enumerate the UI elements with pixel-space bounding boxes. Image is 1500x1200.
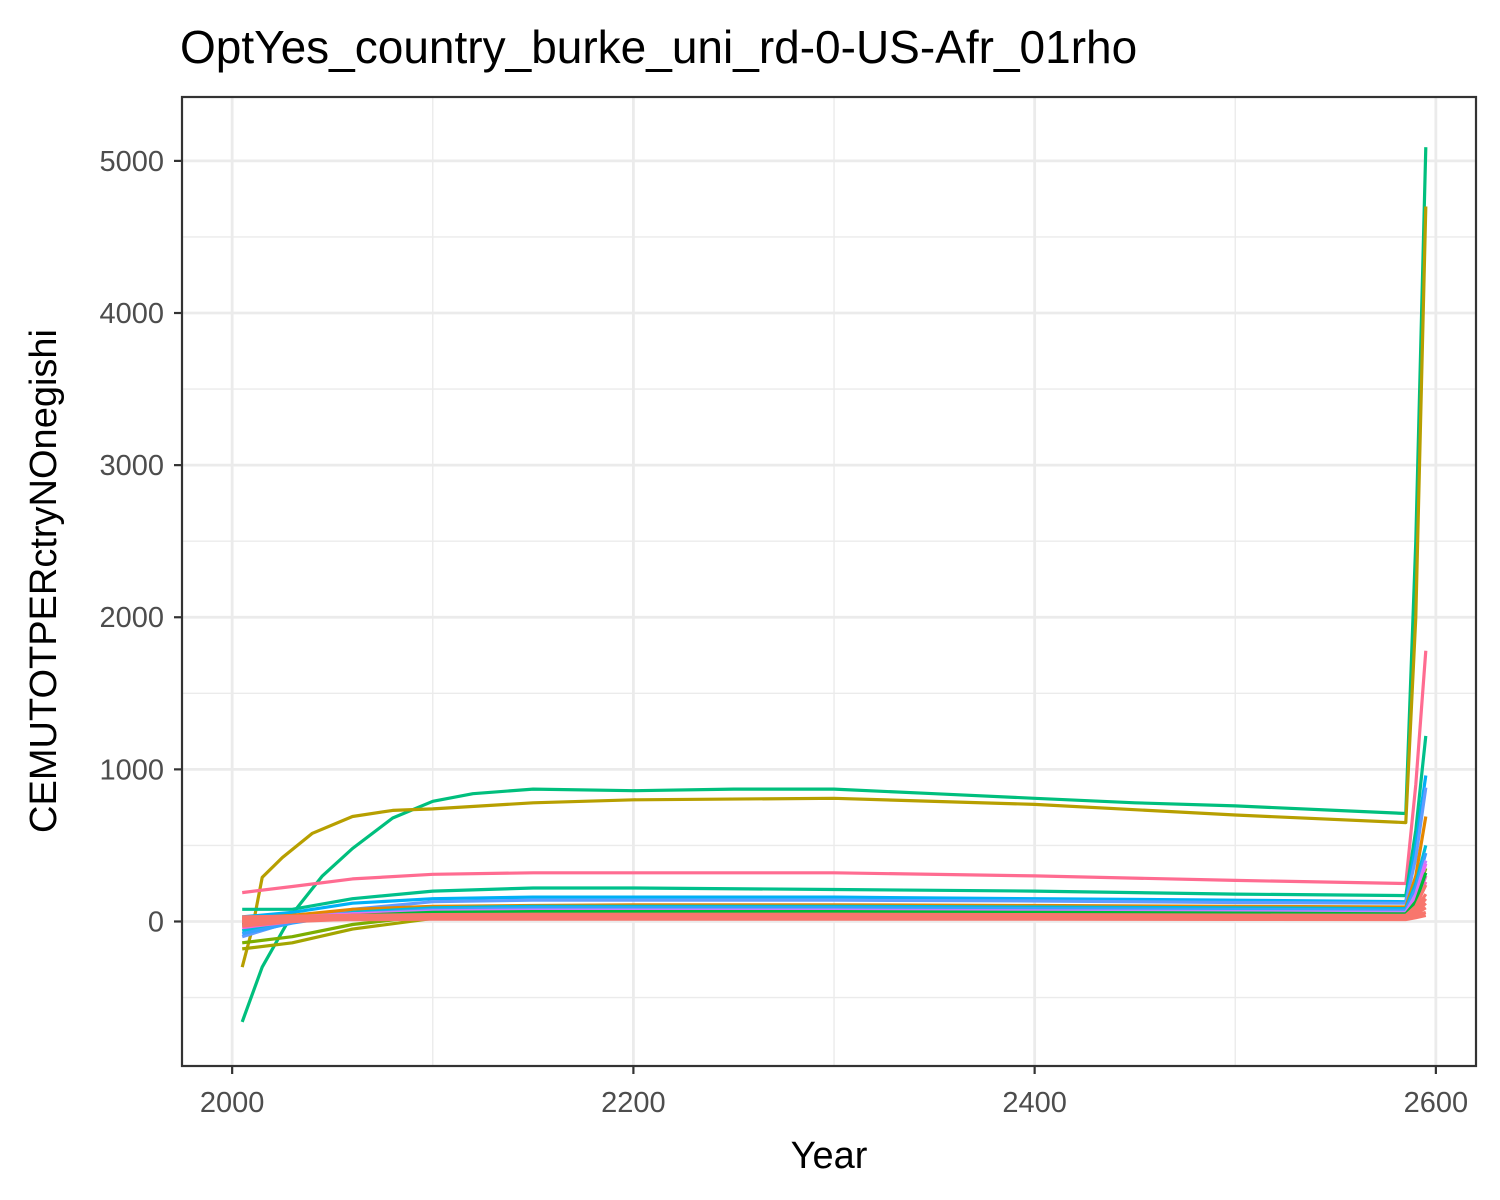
x-tick-label: 2400: [1002, 1087, 1067, 1119]
chart-title: OptYes_country_burke_uni_rd-0-US-Afr_01r…: [180, 21, 1137, 73]
panel-border: [180, 95, 1478, 1068]
panel-border-rect: [180, 95, 1478, 1068]
x-tick-label: 2600: [1404, 1087, 1469, 1119]
y-tick-label: 5000: [99, 146, 164, 178]
y-axis: 0 1000 2000 3000 4000 5000: [99, 146, 182, 938]
y-axis-title: CEMUTOTPERctryNOnegishi: [23, 329, 65, 833]
y-tick-label: 2000: [99, 602, 164, 634]
x-axis: 2000 2200 2400 2600: [200, 1066, 1468, 1119]
x-tick-label: 2000: [200, 1087, 265, 1119]
series-line-23: [242, 913, 1427, 923]
series-line-2: [240, 206, 1428, 968]
y-tick-label: 4000: [99, 298, 164, 330]
y-tick-label: 3000: [99, 450, 164, 482]
grid-minor: [182, 97, 1476, 1066]
series-layer: [240, 147, 1428, 1023]
grid-major: [182, 97, 1476, 1066]
y-tick-label: 0: [148, 906, 164, 938]
series-line-3: [242, 650, 1428, 895]
x-axis-title: Year: [791, 1135, 868, 1177]
series-line-1: [240, 147, 1428, 1023]
y-tick-label: 1000: [99, 754, 164, 786]
series-line-21: [242, 906, 1427, 919]
x-tick-label: 2200: [601, 1087, 666, 1119]
